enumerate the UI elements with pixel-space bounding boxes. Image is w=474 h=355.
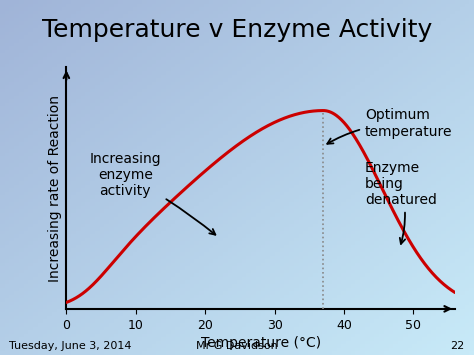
Text: Mr G Davidson: Mr G Davidson bbox=[196, 342, 278, 351]
Text: Temperature v Enzyme Activity: Temperature v Enzyme Activity bbox=[42, 18, 432, 42]
Text: Increasing
enzyme
activity: Increasing enzyme activity bbox=[90, 152, 215, 235]
X-axis label: Temperature (°C): Temperature (°C) bbox=[201, 336, 321, 350]
Text: 22: 22 bbox=[450, 342, 465, 351]
Text: Enzyme
being
denatured: Enzyme being denatured bbox=[365, 161, 437, 244]
Text: Tuesday, June 3, 2014: Tuesday, June 3, 2014 bbox=[9, 342, 132, 351]
Y-axis label: Increasing rate of Reaction: Increasing rate of Reaction bbox=[48, 95, 62, 282]
Text: Optimum
temperature: Optimum temperature bbox=[327, 108, 452, 144]
